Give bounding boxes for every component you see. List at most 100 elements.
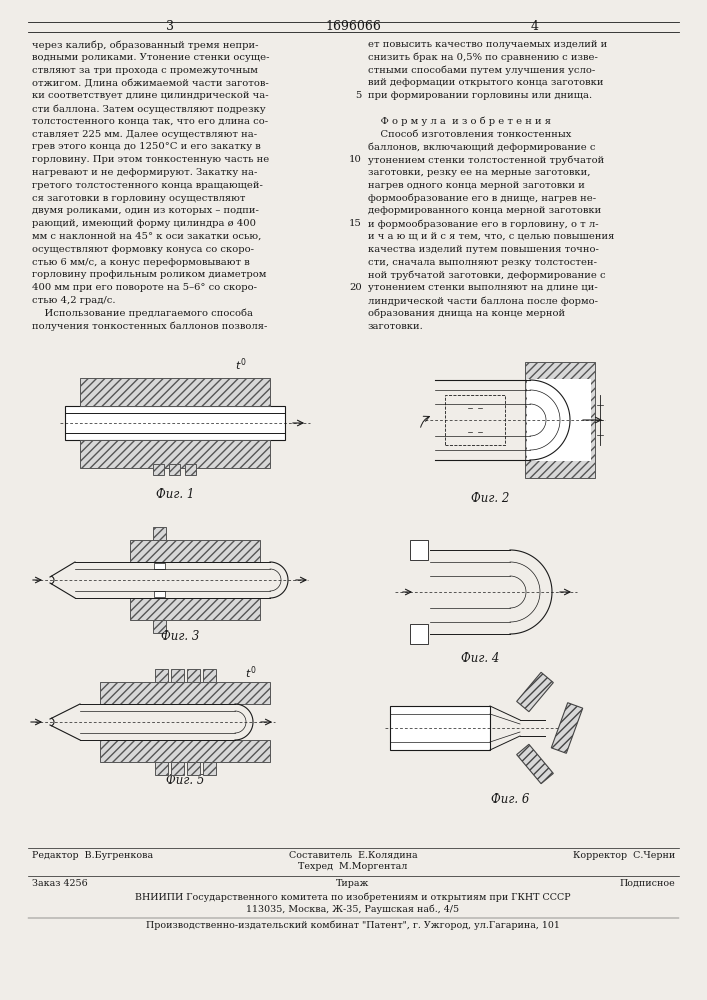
Text: 400 мм при его повороте на 5–6° со скоро-: 400 мм при его повороте на 5–6° со скоро… [32,283,257,292]
Bar [155,563,165,569]
Polygon shape [517,672,554,712]
Bar [153,620,167,633]
Text: снизить брак на 0,5% по сравнению с изве-: снизить брак на 0,5% по сравнению с изве… [368,53,598,62]
Text: сти баллона. Затем осуществляют подрезку: сти баллона. Затем осуществляют подрезку [32,104,266,113]
Text: горловину. При этом тонкостенную часть не: горловину. При этом тонкостенную часть н… [32,155,269,164]
Text: заготовки, резку ее на мерные заготовки,: заготовки, резку ее на мерные заготовки, [368,168,590,177]
Bar [187,762,200,775]
Text: толстостенного конца так, что его длина со-: толстостенного конца так, что его длина … [32,117,268,126]
Text: Ф о р м у л а  и з о б р е т е н и я: Ф о р м у л а и з о б р е т е н и я [368,117,551,126]
Bar [203,762,216,775]
Text: заготовки.: заготовки. [368,322,423,331]
Text: ной трубчатой заготовки, деформирование с: ной трубчатой заготовки, деформирование … [368,270,606,280]
Bar [80,440,270,468]
Text: Способ изготовления тонкостенных: Способ изготовления тонкостенных [368,130,571,139]
Bar [410,540,428,560]
Text: формообразование его в днище, нагрев не-: формообразование его в днище, нагрев не- [368,194,596,203]
Text: баллонов, включающий деформирование с: баллонов, включающий деформирование с [368,142,595,152]
Text: Корректор  С.Черни: Корректор С.Черни [573,851,675,860]
Bar [410,624,428,644]
Bar [390,706,490,750]
Bar [100,682,270,704]
Text: Заказ 4256: Заказ 4256 [32,879,88,888]
Text: нагрев одного конца мерной заготовки и: нагрев одного конца мерной заготовки и [368,181,585,190]
Bar [155,762,168,775]
Text: через калибр, образованный тремя непри-: через калибр, образованный тремя непри- [32,40,259,49]
Text: Фиг. 6: Фиг. 6 [491,793,529,806]
Text: 5: 5 [356,91,362,100]
Bar [527,379,591,461]
Text: Фиг. 5: Фиг. 5 [166,774,204,787]
Bar [65,406,285,440]
Text: 10: 10 [349,155,362,164]
Text: грев этого конца до 1250°С и его закатку в: грев этого конца до 1250°С и его закатку… [32,142,261,151]
Text: осуществляют формовку конуса со скоро-: осуществляют формовку конуса со скоро- [32,245,254,254]
Text: нагревают и не деформируют. Закатку на-: нагревают и не деформируют. Закатку на- [32,168,257,177]
Bar [155,669,168,682]
Text: Подписное: Подписное [619,879,675,888]
Text: гретого толстостенного конца вращающей-: гретого толстостенного конца вращающей- [32,181,263,190]
Text: Использование предлагаемого способа: Использование предлагаемого способа [32,309,253,318]
Bar [445,395,505,445]
Text: 4: 4 [531,20,539,33]
Text: при формировании горловины или днища.: при формировании горловины или днища. [368,91,592,100]
Text: Фиг. 1: Фиг. 1 [156,488,194,501]
Text: Фиг. 4: Фиг. 4 [461,652,499,665]
Bar [171,669,184,682]
Text: стными способами путем улучшения усло-: стными способами путем улучшения усло- [368,66,595,75]
Text: ет повысить качество получаемых изделий и: ет повысить качество получаемых изделий … [368,40,607,49]
Text: 3: 3 [166,20,174,33]
Text: вий деформации открытого конца заготовки: вий деформации открытого конца заготовки [368,78,604,87]
Text: Редактор  В.Бугренкова: Редактор В.Бугренкова [32,851,153,860]
Text: $t^0$: $t^0$ [245,664,257,681]
Bar [153,464,164,475]
Text: ся заготовки в горловину осуществляют: ся заготовки в горловину осуществляют [32,194,245,203]
Text: утонением стенки выполняют на длине ци-: утонением стенки выполняют на длине ци- [368,283,597,292]
Bar [527,379,593,461]
Text: отжигом. Длина обжимаемой части заготов-: отжигом. Длина обжимаемой части заготов- [32,78,269,87]
Text: качества изделий путем повышения точно-: качества изделий путем повышения точно- [368,245,599,254]
Text: мм с наклонной на 45° к оси закатки осью,: мм с наклонной на 45° к оси закатки осью… [32,232,262,241]
Text: 1696066: 1696066 [325,20,381,33]
Bar [187,669,200,682]
Text: и ч а ю щ и й с я тем, что, с целью повышения: и ч а ю щ и й с я тем, что, с целью повы… [368,232,614,241]
Bar [185,464,196,475]
Text: стью 6 мм/с, а конус переформовывают в: стью 6 мм/с, а конус переформовывают в [32,258,250,267]
Text: двумя роликами, один из которых – подпи-: двумя роликами, один из которых – подпи- [32,206,259,215]
Bar [155,591,165,597]
Text: стью 4,2 град/с.: стью 4,2 град/с. [32,296,115,305]
Bar [130,598,260,620]
Text: ствляют за три прохода с промежуточным: ствляют за три прохода с промежуточным [32,66,258,75]
Text: 15: 15 [349,219,362,228]
Bar [100,740,270,762]
Polygon shape [517,744,554,784]
Text: утонением стенки толстостенной трубчатой: утонением стенки толстостенной трубчатой [368,155,604,165]
Bar [525,362,595,478]
Text: получения тонкостенных баллонов позволя-: получения тонкостенных баллонов позволя- [32,322,267,331]
Bar [169,464,180,475]
Text: Производственно-издательский комбинат "Патент", г. Ужгород, ул.Гагарина, 101: Производственно-издательский комбинат "П… [146,921,560,930]
Text: ки соответствует длине цилиндрической ча-: ки соответствует длине цилиндрической ча… [32,91,269,100]
Bar [130,540,260,562]
Text: линдрической части баллона после формо-: линдрической части баллона после формо- [368,296,598,306]
Bar [171,762,184,775]
Text: водными роликами. Утонение стенки осуще-: водными роликами. Утонение стенки осуще- [32,53,269,62]
Text: Фиг. 3: Фиг. 3 [160,630,199,643]
Text: ВНИИПИ Государственного комитета по изобретениям и открытиям при ГКНТ СССР: ВНИИПИ Государственного комитета по изоб… [135,893,571,902]
Text: 20: 20 [349,283,362,292]
Polygon shape [551,703,583,753]
Text: 113035, Москва, Ж-35, Раушская наб., 4/5: 113035, Москва, Ж-35, Раушская наб., 4/5 [247,905,460,914]
Text: деформированного конца мерной заготовки: деформированного конца мерной заготовки [368,206,601,215]
Text: $t^0$: $t^0$ [235,356,247,373]
Text: горловину профильным роликом диаметром: горловину профильным роликом диаметром [32,270,267,279]
Text: и формообразование его в горловину, о т л-: и формообразование его в горловину, о т … [368,219,599,229]
Text: образования днища на конце мерной: образования днища на конце мерной [368,309,565,318]
Text: рающий, имеющий форму цилиндра ø 400: рающий, имеющий форму цилиндра ø 400 [32,219,256,228]
Bar [153,527,167,540]
Text: Техред  М.Моргентал: Техред М.Моргентал [298,862,408,871]
Text: Тираж: Тираж [337,879,370,888]
Bar [203,669,216,682]
Text: сти, сначала выполняют резку толстостен-: сти, сначала выполняют резку толстостен- [368,258,597,267]
Text: ставляет 225 мм. Далее осуществляют на-: ставляет 225 мм. Далее осуществляют на- [32,130,257,139]
Bar [80,378,270,406]
